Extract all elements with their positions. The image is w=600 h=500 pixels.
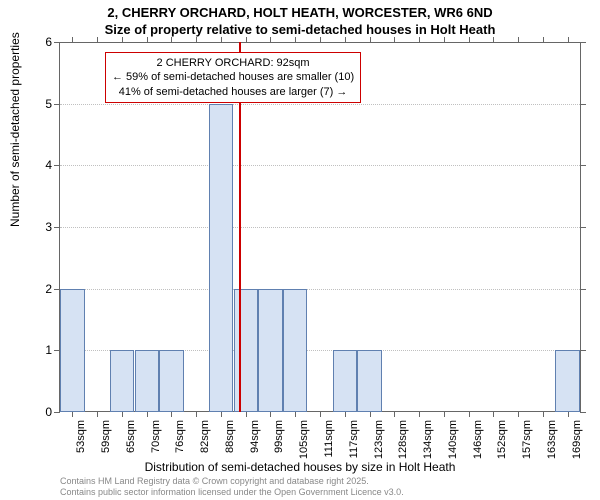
x-tick (444, 37, 445, 42)
y-tick (580, 42, 586, 43)
x-tick (469, 37, 470, 42)
x-tick (97, 37, 98, 42)
bar (555, 350, 579, 412)
x-tick (196, 37, 197, 42)
y-gridline (60, 227, 580, 229)
y-tick-label: 1 (38, 343, 52, 357)
y-tick (580, 165, 586, 166)
x-tick (171, 37, 172, 42)
x-tick (122, 412, 123, 417)
x-tick (196, 412, 197, 417)
x-tick (221, 412, 222, 417)
bar (135, 350, 159, 412)
y-tick-label: 3 (38, 220, 52, 234)
annotation-box: 2 CHERRY ORCHARD: 92sqm ← 59% of semi-de… (105, 52, 361, 103)
bar (209, 104, 233, 412)
chart-container: 2, CHERRY ORCHARD, HOLT HEATH, WORCESTER… (0, 0, 600, 500)
bar (234, 289, 258, 412)
y-tick-label: 4 (38, 158, 52, 172)
x-tick (345, 37, 346, 42)
bar (60, 289, 84, 412)
x-tick (469, 412, 470, 417)
x-tick (518, 37, 519, 42)
annotation-line-2: ← 59% of semi-detached houses are smalle… (112, 70, 354, 84)
bar (283, 289, 307, 412)
x-tick (493, 37, 494, 42)
x-tick (493, 412, 494, 417)
y-tick (54, 42, 60, 43)
bar (333, 350, 357, 412)
x-tick (394, 37, 395, 42)
x-tick (221, 37, 222, 42)
x-tick (147, 412, 148, 417)
x-tick (270, 37, 271, 42)
y-tick-label: 2 (38, 282, 52, 296)
footer-line-2: Contains public sector information licen… (60, 487, 404, 498)
y-tick (580, 227, 586, 228)
chart-title-1: 2, CHERRY ORCHARD, HOLT HEATH, WORCESTER… (0, 5, 600, 20)
x-tick (543, 412, 544, 417)
x-tick (171, 412, 172, 417)
footer-line-1: Contains HM Land Registry data © Crown c… (60, 476, 404, 487)
x-tick (246, 412, 247, 417)
x-tick (72, 412, 73, 417)
y-axis-title: Number of semi-detached properties (8, 32, 22, 227)
y-tick-label: 0 (38, 405, 52, 419)
x-tick (419, 37, 420, 42)
y-gridline (60, 104, 580, 106)
x-tick (543, 37, 544, 42)
x-tick (122, 37, 123, 42)
x-tick (246, 37, 247, 42)
bar (258, 289, 282, 412)
x-tick (345, 412, 346, 417)
y-tick-label: 6 (38, 35, 52, 49)
x-tick (568, 37, 569, 42)
y-tick (580, 412, 586, 413)
bar (357, 350, 381, 412)
y-tick (54, 412, 60, 413)
y-tick (580, 289, 586, 290)
x-tick (97, 412, 98, 417)
x-tick (568, 412, 569, 417)
footer: Contains HM Land Registry data © Crown c… (60, 476, 404, 498)
x-tick (370, 37, 371, 42)
annotation-line-3: 41% of semi-detached houses are larger (… (112, 85, 354, 99)
x-tick (147, 37, 148, 42)
x-tick (295, 412, 296, 417)
x-tick (72, 37, 73, 42)
chart-title-2: Size of property relative to semi-detach… (0, 22, 600, 37)
x-tick (320, 412, 321, 417)
x-tick (295, 37, 296, 42)
y-tick (580, 350, 586, 351)
y-gridline (60, 165, 580, 167)
bar (110, 350, 134, 412)
bar (159, 350, 183, 412)
x-tick (320, 37, 321, 42)
x-tick (419, 412, 420, 417)
y-tick-label: 5 (38, 97, 52, 111)
annotation-line-1: 2 CHERRY ORCHARD: 92sqm (112, 56, 354, 70)
x-tick (370, 412, 371, 417)
x-tick (270, 412, 271, 417)
x-axis-title: Distribution of semi-detached houses by … (0, 460, 600, 474)
y-gridline (60, 289, 580, 291)
x-tick (518, 412, 519, 417)
x-tick (444, 412, 445, 417)
x-tick (394, 412, 395, 417)
y-tick (580, 104, 586, 105)
